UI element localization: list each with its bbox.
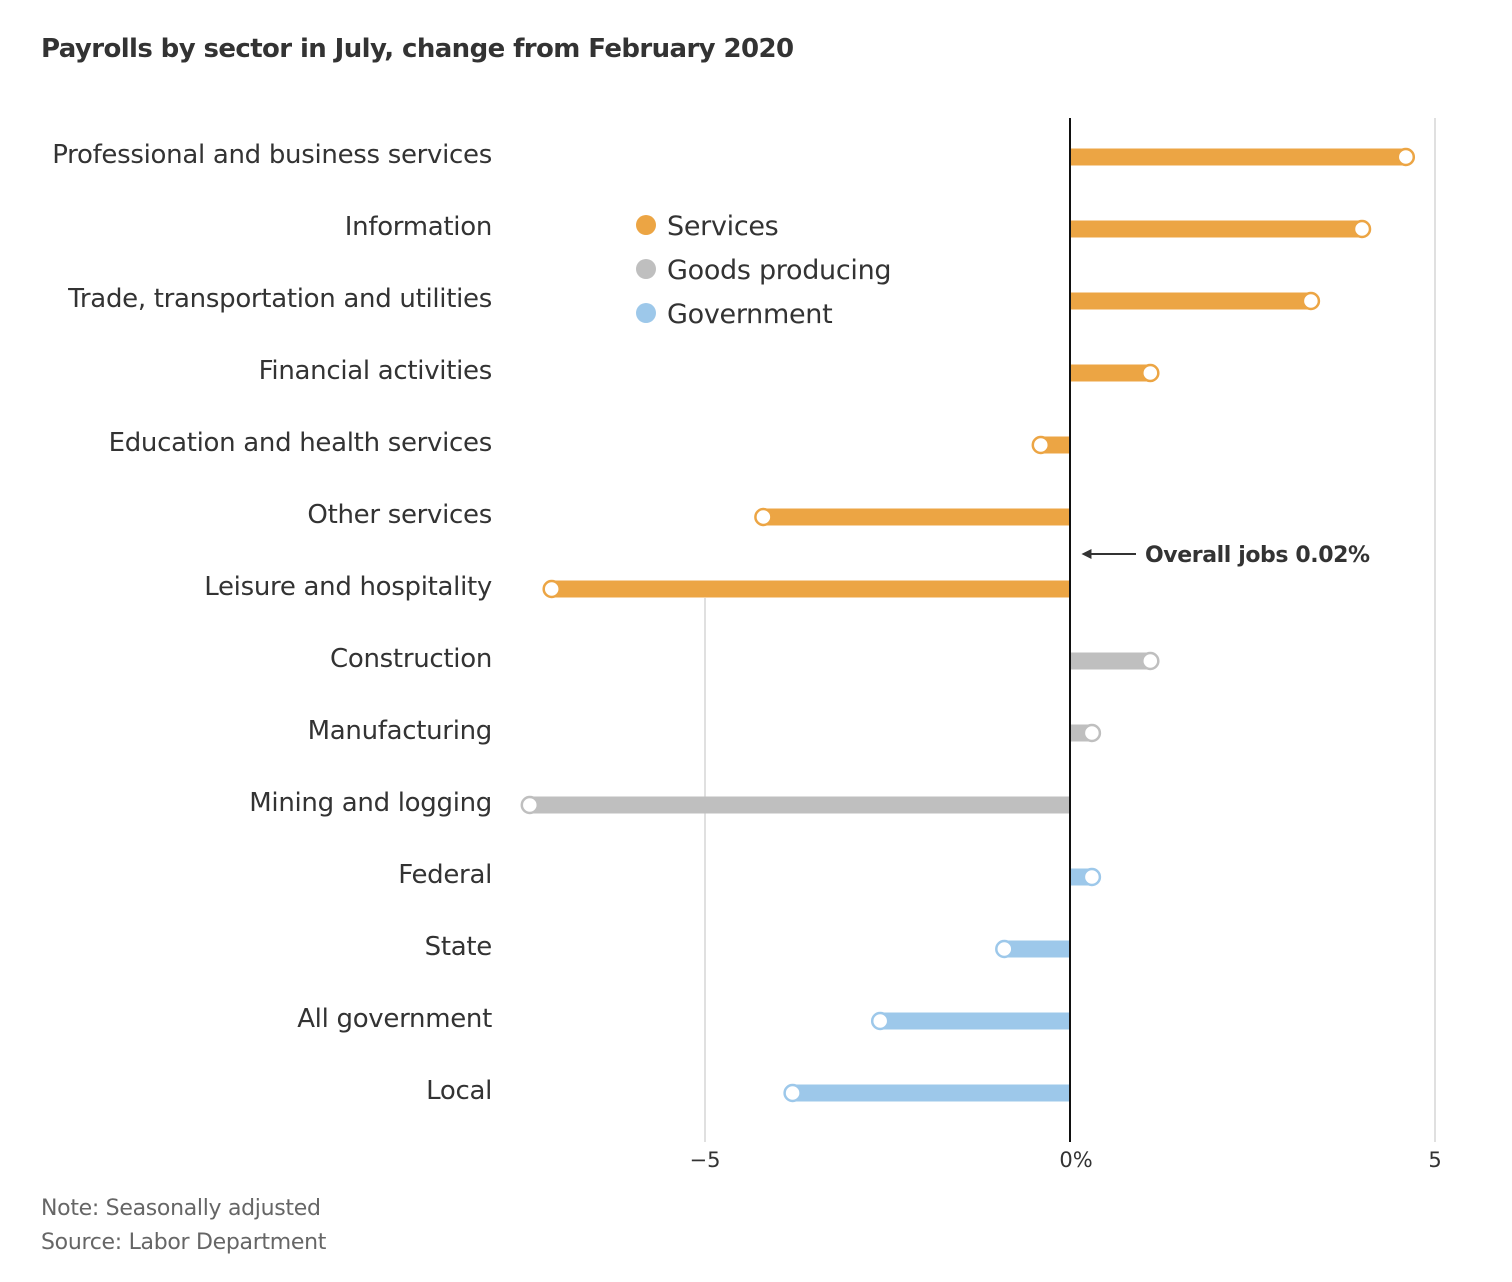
bar-group: [1070, 867, 1102, 887]
category-label: Construction: [330, 644, 492, 674]
bar-end-dot: [1141, 363, 1160, 383]
category-label: Federal: [398, 860, 492, 890]
bar-group: [542, 579, 1070, 599]
category-label: Other services: [307, 500, 492, 530]
x-tick-label: 5: [1428, 1148, 1441, 1172]
bar-group: [1070, 147, 1416, 167]
gridlines: [704, 118, 1436, 1142]
category-label: Information: [345, 212, 492, 242]
category-label: Professional and business services: [52, 140, 492, 170]
bar: [551, 580, 1070, 598]
bar-end-dot: [995, 939, 1014, 959]
category-label: Mining and logging: [249, 788, 492, 818]
bar: [1070, 652, 1151, 670]
legend-label: Services: [667, 211, 778, 242]
legend: Services Goods producing Government: [636, 211, 892, 330]
bar: [529, 796, 1070, 814]
arrow-left-icon: [1081, 549, 1092, 559]
bar: [880, 1012, 1070, 1030]
category-label: Manufacturing: [308, 716, 492, 746]
bar-group: [870, 1011, 1070, 1031]
bar-end-dot: [1141, 651, 1160, 671]
chart-title: Payrolls by sector in July, change from …: [41, 34, 794, 64]
x-tick-labels: −5 0% 5: [690, 1148, 1442, 1172]
bar-end-dot: [1031, 435, 1051, 455]
category-label: Financial activities: [259, 356, 492, 386]
bar-end-dot: [870, 1011, 890, 1031]
bar-end-dot: [542, 579, 561, 599]
category-label: Trade, transportation and utilities: [67, 284, 492, 314]
legend-swatch: [636, 259, 656, 279]
bar-end-dot: [754, 507, 773, 527]
bar-end-dot: [1396, 147, 1416, 167]
bar-group: [754, 507, 1070, 527]
bar: [1070, 148, 1406, 166]
category-label: All government: [297, 1004, 492, 1034]
bar-end-dot: [1301, 291, 1321, 311]
bar: [763, 508, 1070, 526]
bar: [792, 1084, 1070, 1102]
bars: [520, 147, 1416, 1103]
category-labels: Professional and business services Inform…: [52, 140, 492, 1106]
annotation: Overall jobs 0.02%: [1081, 543, 1370, 568]
legend-swatch: [636, 215, 656, 235]
bar: [1004, 940, 1070, 958]
bar-end-dot: [520, 795, 540, 815]
bar-end-dot: [1082, 867, 1102, 887]
bar-group: [1070, 723, 1102, 743]
bar-group: [783, 1083, 1070, 1103]
bar: [1070, 292, 1311, 310]
x-tick-label: −5: [690, 1148, 721, 1172]
bar-group: [1070, 363, 1160, 383]
footer-source: Source: Labor Department: [41, 1230, 327, 1255]
bar-group: [1070, 291, 1321, 311]
legend-label: Government: [667, 299, 832, 330]
category-label: Local: [426, 1076, 492, 1106]
annotation-label: Overall jobs 0.02%: [1145, 543, 1370, 568]
bar-group: [1031, 435, 1070, 455]
bar: [1070, 220, 1362, 238]
bar-end-dot: [1082, 723, 1102, 743]
x-tick-label: 0%: [1059, 1148, 1092, 1172]
bar-group: [1070, 219, 1372, 239]
category-label: Education and health services: [109, 428, 492, 458]
bar-group: [520, 795, 1070, 815]
category-label: State: [425, 932, 492, 962]
bar-end-dot: [1352, 219, 1372, 239]
footer-note: Note: Seasonally adjusted: [41, 1196, 321, 1221]
legend-label: Goods producing: [667, 255, 891, 286]
legend-swatch: [636, 303, 656, 323]
bar-group: [1070, 651, 1160, 671]
bar-end-dot: [783, 1083, 802, 1103]
bar-group: [995, 939, 1070, 959]
category-label: Leisure and hospitality: [204, 572, 492, 602]
bar: [1070, 364, 1151, 382]
